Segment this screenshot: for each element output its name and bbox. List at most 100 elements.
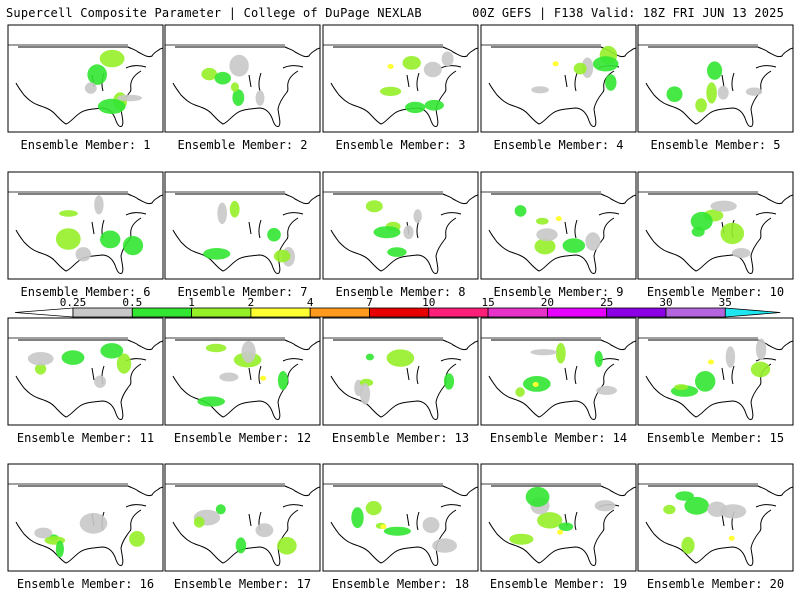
panel-frame xyxy=(480,317,637,426)
member-panel: Ensemble Member: 1 xyxy=(7,24,164,152)
member-panel: Ensemble Member: 4 xyxy=(480,24,637,152)
panel-frame xyxy=(7,24,164,133)
scp-contour xyxy=(728,535,735,541)
colorbar-tick-label: 2 xyxy=(248,296,255,309)
scp-contour xyxy=(684,496,709,515)
panel-frame xyxy=(7,317,164,426)
scp-contour xyxy=(255,90,265,106)
scp-contour xyxy=(555,216,562,222)
scp-contour xyxy=(514,205,527,217)
scp-contour xyxy=(402,56,421,70)
member-label: Ensemble Member: 1 xyxy=(20,138,150,152)
run-info: 00Z GEFS | F138 Valid: 18Z FRI JUN 13 20… xyxy=(472,6,784,20)
scp-contour xyxy=(745,87,763,96)
coastline xyxy=(645,46,794,127)
scp-contour xyxy=(59,210,78,217)
coastline xyxy=(488,339,637,420)
scp-contour xyxy=(219,372,239,382)
scp-contour xyxy=(197,396,225,407)
scp-contour xyxy=(214,71,231,85)
scp-contour xyxy=(731,248,751,258)
scp-contour xyxy=(690,211,713,231)
panel-frame xyxy=(322,24,479,133)
scp-contour xyxy=(750,361,771,378)
scp-contour xyxy=(695,371,716,392)
member-panel: Ensemble Member: 8 xyxy=(322,171,479,299)
colorbar-tick-label: 30 xyxy=(659,296,672,309)
member-label: Ensemble Member: 16 xyxy=(17,577,154,591)
scp-contour xyxy=(515,387,525,397)
scp-contour xyxy=(432,538,457,553)
scp-contour xyxy=(365,200,383,213)
scp-contour xyxy=(232,89,245,106)
scp-contour xyxy=(441,51,454,67)
scp-contour xyxy=(55,540,64,558)
colorbar-tick-label: 35 xyxy=(719,296,732,309)
member-label: Ensemble Member: 15 xyxy=(647,431,784,445)
member-panel: Ensemble Member: 19 xyxy=(480,463,637,591)
scp-contour xyxy=(277,371,289,390)
coastline xyxy=(172,339,321,420)
coastline xyxy=(15,193,164,274)
scp-contour xyxy=(413,209,422,223)
scp-contour xyxy=(373,226,401,239)
scp-contour xyxy=(720,222,745,245)
scp-contour xyxy=(725,346,736,368)
member-label: Ensemble Member: 11 xyxy=(17,431,154,445)
member-panel: Ensemble Member: 17 xyxy=(164,463,321,591)
member-label: Ensemble Member: 4 xyxy=(493,138,623,152)
scp-contour xyxy=(681,536,695,554)
member-panel: Ensemble Member: 11 xyxy=(7,317,164,445)
member-panel: Ensemble Member: 10 xyxy=(637,171,794,299)
scp-contour xyxy=(94,375,106,388)
scp-contour xyxy=(217,202,227,225)
panel-frame xyxy=(322,317,479,426)
member-label: Ensemble Member: 6 xyxy=(20,285,150,299)
member-panel: Ensemble Member: 3 xyxy=(322,24,479,152)
scp-contour xyxy=(365,353,374,361)
scp-contour xyxy=(277,537,297,555)
scp-contour xyxy=(707,501,727,517)
member-panel: Ensemble Member: 15 xyxy=(637,317,794,445)
scp-contour xyxy=(380,86,402,96)
coastline xyxy=(15,339,164,420)
scp-contour xyxy=(387,247,407,257)
panel-frame xyxy=(7,171,164,280)
member-label: Ensemble Member: 3 xyxy=(335,138,465,152)
scp-contour xyxy=(97,98,126,114)
scp-contour xyxy=(241,340,256,363)
scp-contour xyxy=(573,62,587,75)
panel-frame xyxy=(480,171,637,280)
scp-contour xyxy=(537,512,563,529)
scp-contour xyxy=(229,54,249,77)
colorbar-tick-label: 25 xyxy=(600,296,613,309)
scp-contour xyxy=(365,501,382,516)
colorbar-tick-label: 0.5 xyxy=(122,296,142,309)
member-panel: Ensemble Member: 16 xyxy=(7,463,164,591)
colorbar-segment xyxy=(309,307,370,318)
coastline xyxy=(645,339,794,420)
coastline xyxy=(488,193,637,274)
scp-contour xyxy=(383,526,411,536)
scp-contour xyxy=(230,82,239,92)
scp-contour xyxy=(201,67,218,81)
scp-contour xyxy=(424,99,444,111)
scp-contour xyxy=(193,516,205,528)
coastline xyxy=(330,193,479,274)
member-label: Ensemble Member: 14 xyxy=(490,431,627,445)
scp-contour xyxy=(267,227,281,242)
panel-frame xyxy=(637,463,794,572)
scp-contour xyxy=(695,98,707,113)
colorbar-segment xyxy=(72,307,133,318)
scp-contour xyxy=(710,200,737,212)
scp-contour xyxy=(359,383,371,405)
scp-contour xyxy=(386,349,415,367)
member-label: Ensemble Member: 9 xyxy=(493,285,623,299)
colorbar-segment xyxy=(665,307,726,318)
member-panel: Ensemble Member: 14 xyxy=(480,317,637,445)
member-label: Ensemble Member: 5 xyxy=(650,138,780,152)
scp-contour xyxy=(532,382,539,387)
member-label: Ensemble Member: 19 xyxy=(490,577,627,591)
coastline xyxy=(645,485,794,566)
scp-contour xyxy=(674,384,689,391)
